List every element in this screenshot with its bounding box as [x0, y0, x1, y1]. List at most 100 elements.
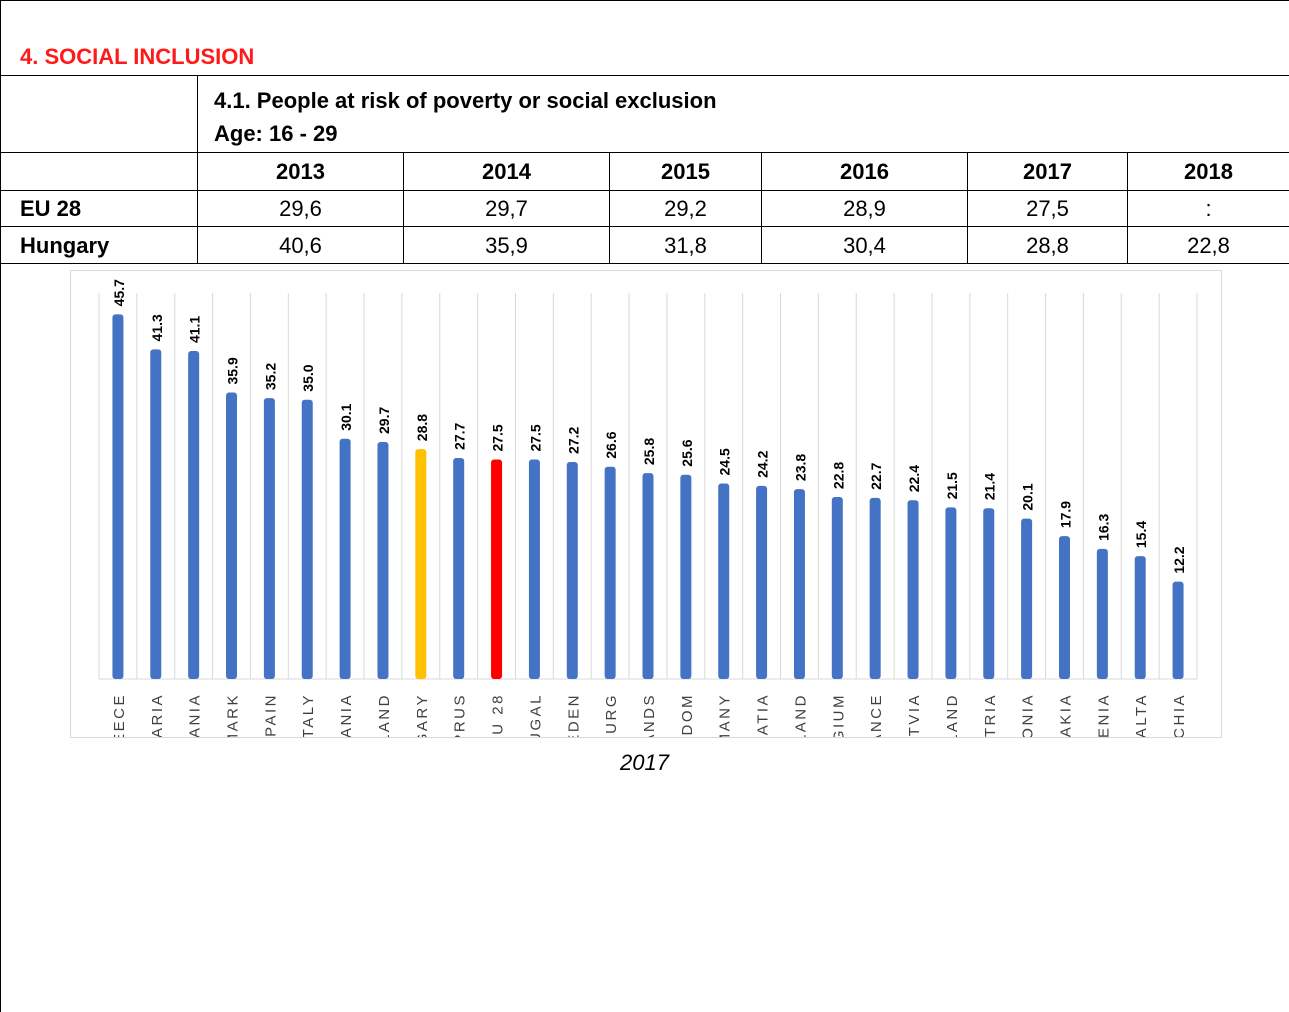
category-label: NETHERLANDS	[641, 693, 658, 737]
category-label: PORTUGAL	[527, 693, 544, 737]
data-label: 30.1	[338, 403, 354, 430]
category-label: BULGARIA	[149, 693, 166, 737]
data-label: 23.8	[792, 454, 808, 481]
bar-latvia	[907, 500, 919, 679]
data-label: 27.2	[565, 426, 581, 453]
category-label: FRANCE	[868, 693, 885, 737]
table-border-bottom	[0, 263, 1289, 264]
table-cell: 29,7	[485, 196, 528, 221]
category-label: AUSTRIA	[982, 693, 999, 737]
category-label: CROATIA	[755, 693, 772, 737]
data-label: 45.7	[111, 279, 127, 306]
data-label: 16.3	[1095, 513, 1111, 540]
section-title: 4. SOCIAL INCLUSION	[20, 44, 255, 69]
bar-slovakia	[1058, 536, 1070, 679]
data-label: 27.7	[452, 422, 468, 449]
year-header: 2018	[1184, 159, 1233, 184]
data-label: 24.5	[717, 448, 733, 475]
data-label: 22.4	[906, 465, 922, 492]
year-header: 2017	[1023, 159, 1072, 184]
table-cell: 29,6	[279, 196, 322, 221]
category-label: IRELAND	[376, 693, 393, 737]
bar-hungary	[415, 449, 427, 679]
bar-italy	[301, 399, 313, 679]
category-label: GREECE	[111, 693, 128, 737]
category-label: LITHUANIA	[338, 693, 355, 737]
age-range: Age: 16 - 29	[214, 121, 338, 146]
year-header: 2016	[840, 159, 889, 184]
category-label: DENMARK	[225, 693, 242, 737]
table-cell: 30,4	[843, 233, 886, 258]
table-col-divider	[403, 152, 404, 263]
category-label: UNITED KINGDOM	[679, 693, 696, 737]
category-label: EU 28	[490, 693, 507, 737]
table-border-top	[0, 75, 1289, 76]
bar-ireland	[377, 441, 389, 679]
table-border-header	[0, 152, 1289, 153]
bar-united-kingdom	[680, 474, 692, 679]
data-label: 35.9	[225, 357, 241, 384]
table-cell: 31,8	[664, 233, 707, 258]
data-label: 35.2	[262, 363, 278, 390]
data-label: 22.7	[868, 462, 884, 489]
bar-germany	[718, 483, 730, 679]
category-label: GERMANY	[717, 693, 734, 737]
bar-austria	[983, 508, 995, 679]
bar-cyprus	[453, 457, 465, 679]
category-label: SLOVAKIA	[1057, 693, 1074, 737]
data-label: 35.0	[300, 364, 316, 391]
table-col-divider	[967, 152, 968, 263]
data-label: 21.5	[944, 472, 960, 499]
category-label: MALTA	[1133, 693, 1150, 737]
table-cell: 40,6	[279, 233, 322, 258]
bar-lithuania	[339, 438, 351, 679]
data-label: 26.6	[603, 431, 619, 458]
data-label: 25.8	[641, 438, 657, 465]
category-label: ROMANIA	[187, 693, 204, 737]
data-label: 24.2	[755, 450, 771, 477]
year-header: 2015	[661, 159, 710, 184]
table-col-divider	[761, 152, 762, 263]
bar-poland	[945, 507, 957, 679]
bar-belgium	[831, 497, 843, 679]
data-label: 27.5	[527, 424, 543, 451]
bar-denmark	[226, 392, 238, 679]
data-label: 27.5	[490, 424, 506, 451]
row-label-eu28: EU 28	[20, 196, 82, 221]
data-label: 28.8	[414, 414, 430, 441]
data-label: 17.9	[1057, 501, 1073, 528]
bar-france	[869, 497, 881, 679]
table-cell: 27,5	[1026, 196, 1069, 221]
bar-eu-28	[491, 459, 503, 679]
table-border-eu	[0, 226, 1289, 227]
table-col-divider	[197, 75, 198, 263]
table-cell: 28,9	[843, 196, 886, 221]
data-label: 20.1	[1020, 483, 1036, 510]
bar-spain	[263, 398, 275, 679]
data-label: 15.4	[1133, 521, 1149, 548]
row-label-hungary: Hungary	[20, 233, 110, 258]
chart-area: 45.7 GREECE 41.3 BULGARIA 41.1 ROMANIA 35.9 DEN…	[70, 270, 1222, 860]
data-label: 29.7	[376, 407, 392, 434]
category-label: ITALY	[300, 693, 317, 737]
data-label: 41.1	[187, 316, 203, 343]
table-cell: 22,8	[1187, 233, 1230, 258]
chart-caption: 2017	[620, 750, 669, 775]
bar-romania	[188, 351, 200, 679]
category-label: SWEDEN	[565, 693, 582, 737]
data-label: 21.4	[982, 473, 998, 500]
category-label: LUXEMBOURG	[603, 693, 620, 737]
bar-portugal	[528, 459, 540, 679]
category-label: LATVIA	[906, 693, 923, 737]
data-label: 12.2	[1171, 546, 1187, 573]
bar-croatia	[756, 485, 768, 679]
table-cell: 35,9	[485, 233, 528, 258]
category-label: BELGIUM	[830, 693, 847, 737]
bar-luxembourg	[604, 466, 616, 679]
table-col-divider	[1127, 152, 1128, 263]
data-label: 22.8	[830, 462, 846, 489]
category-label: SLOVENIA	[1095, 693, 1112, 737]
table-col-divider	[609, 152, 610, 263]
table-cell: 28,8	[1026, 233, 1069, 258]
